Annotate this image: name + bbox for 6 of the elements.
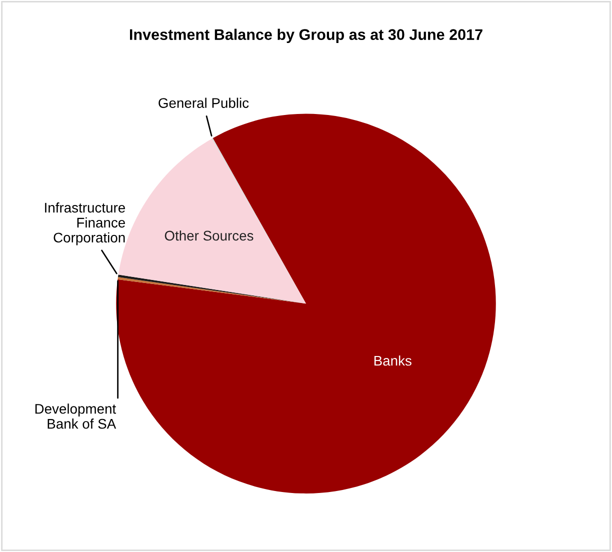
slice-label: Infrastructure Finance Corporation [45,202,125,246]
slice-label: Development Bank of SA [35,404,116,429]
slice-label: General Public [158,98,249,108]
slice-label: Other Sources [164,230,254,241]
chart-title: Investment Balance by Group as at 30 June 2017 [130,28,482,43]
slice-label: Banks [374,355,412,366]
